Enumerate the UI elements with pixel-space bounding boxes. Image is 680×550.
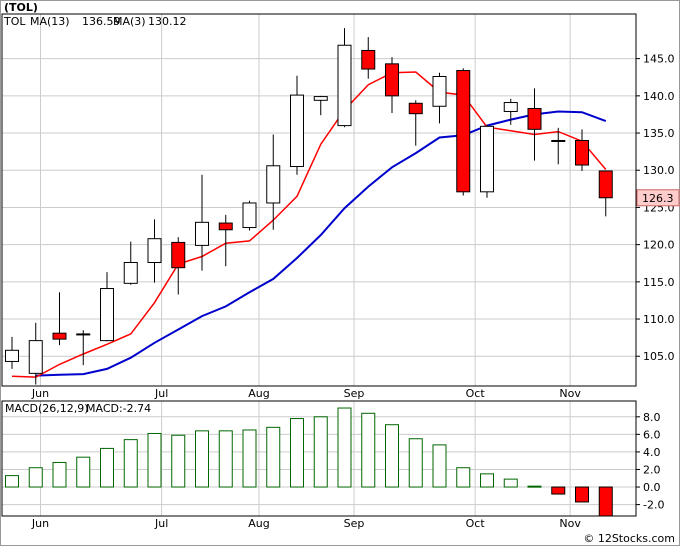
macd-bar: [5, 475, 19, 488]
candle-body: [361, 49, 376, 70]
candle-body: [551, 139, 566, 142]
macd-bar: [551, 486, 566, 495]
chart-title: (TOL): [4, 1, 38, 14]
macd-ytick-label: 4.0: [643, 446, 661, 459]
price-xtick-label: Nov: [559, 387, 581, 400]
macd-title: MACD(26,12,9): [5, 402, 89, 415]
ma3-value: 130.12: [148, 15, 187, 28]
candle-body: [123, 261, 138, 284]
candle-body: [385, 63, 399, 97]
macd-xtick-label: Nov: [559, 517, 581, 530]
macd-bar: [527, 485, 542, 488]
macd-bar: [171, 434, 186, 488]
candle-body: [598, 170, 613, 199]
macd-bar: [408, 438, 423, 488]
candle-body: [575, 139, 589, 166]
price-ytick-label: 120.0: [643, 239, 675, 252]
macd-bar: [147, 432, 162, 488]
price-xtick-label: Jun: [31, 387, 49, 400]
candle-body: [242, 202, 257, 229]
price-xtick-label: Aug: [248, 387, 269, 400]
macd-bar: [76, 456, 91, 488]
candle-body: [52, 332, 67, 340]
price-panel-border: [1, 13, 637, 387]
candle-body: [313, 96, 328, 101]
ma13-label: MA(13): [30, 15, 70, 28]
price-ytick-label: 105.0: [643, 350, 675, 363]
last-price-box: [636, 189, 680, 207]
macd-bar: [503, 478, 518, 488]
price-xtick-label: Sep: [344, 387, 365, 400]
ma3-label: MA(3): [113, 15, 146, 28]
candle-body: [290, 94, 304, 168]
candle-body: [503, 102, 518, 112]
macd-ytick-label: -2.0: [643, 499, 664, 512]
macd-bar: [290, 418, 304, 488]
macd-bar: [195, 430, 209, 488]
macd-bar: [456, 467, 471, 488]
macd-ytick-label: 2.0: [643, 463, 661, 476]
candle-body: [456, 70, 471, 193]
ma3-line: [11, 71, 607, 378]
price-ytick-label: 130.0: [643, 164, 675, 177]
macd-panel-border: [1, 400, 637, 517]
last-price-label: 126.3: [642, 192, 674, 205]
macd-ytick-label: 8.0: [643, 411, 661, 424]
ma13-value: 136.59: [82, 15, 121, 28]
macd-bar: [123, 439, 138, 488]
macd-xtick-label: Oct: [466, 517, 486, 530]
candle-body: [266, 165, 281, 204]
candle-body: [28, 340, 43, 374]
macd-bar: [361, 412, 376, 488]
price-ytick-label: 135.0: [643, 127, 675, 140]
macd-bar: [432, 444, 447, 488]
macd-bar: [266, 426, 281, 488]
candle-body: [147, 238, 162, 263]
candle-body: [527, 107, 542, 130]
macd-xtick-label: Jun: [31, 517, 49, 530]
macd-bar: [313, 416, 328, 488]
macd-bar: [52, 461, 67, 488]
macd-bar: [385, 424, 399, 488]
macd-xtick-label: Aug: [248, 517, 269, 530]
macd-ytick-label: 0.0: [643, 481, 661, 494]
macd-bar: [218, 430, 233, 488]
macd-xtick-label: Jul: [154, 517, 168, 530]
price-xtick-label: Jul: [154, 387, 168, 400]
macd-bar: [28, 467, 43, 488]
candle-body: [76, 333, 91, 336]
candle-body: [100, 288, 114, 342]
candle-body: [5, 349, 19, 362]
symbol-label: TOL: [3, 15, 26, 28]
macd-bar: [337, 407, 352, 488]
candle-body: [480, 125, 494, 193]
price-panel-bg: [2, 14, 636, 386]
macd-xtick-label: Sep: [344, 517, 365, 530]
watermark: © 12Stocks.com: [583, 532, 675, 545]
candle-body: [171, 241, 186, 269]
macd-bar: [598, 486, 613, 517]
candle-body: [195, 221, 209, 246]
price-xtick-label: Oct: [466, 387, 486, 400]
macd-bar: [480, 473, 494, 488]
price-ytick-label: 140.0: [643, 90, 675, 103]
macd-bar: [100, 447, 114, 488]
price-ytick-label: 115.0: [643, 276, 675, 289]
macd-ytick-label: 6.0: [643, 428, 661, 441]
price-ytick-label: 110.0: [643, 313, 675, 326]
candle-body: [408, 102, 423, 115]
candle-body: [432, 75, 447, 107]
macd-bar: [242, 429, 257, 488]
macd-bar: [575, 486, 589, 503]
candle-body: [218, 222, 233, 231]
candle-body: [337, 44, 352, 127]
price-ytick-label: 145.0: [643, 53, 675, 66]
macd-value-label: MACD:-2.74: [86, 402, 151, 415]
